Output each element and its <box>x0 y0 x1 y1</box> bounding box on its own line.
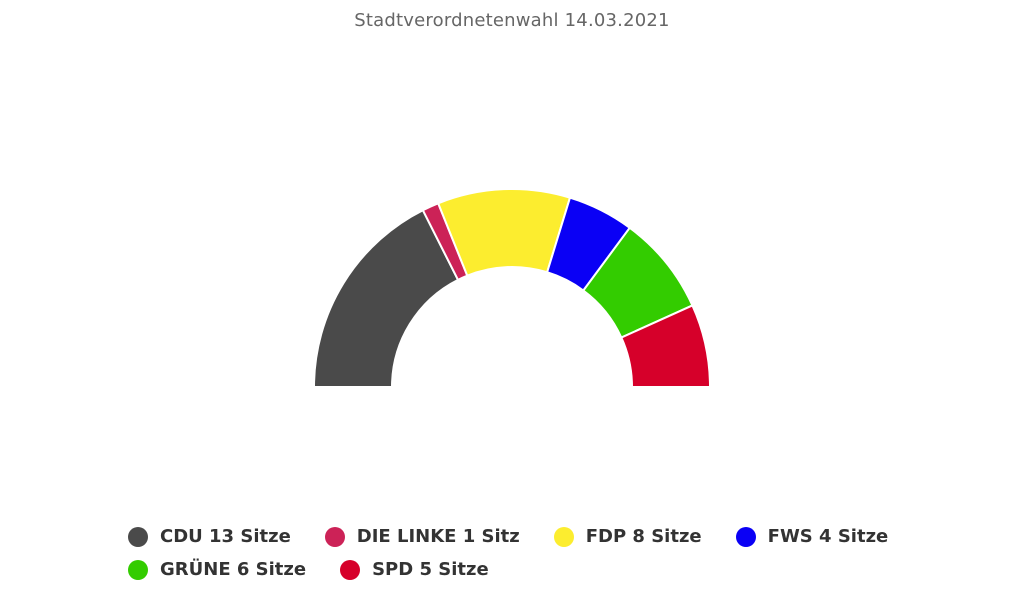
legend-label: CDU 13 Sitze <box>160 526 291 547</box>
legend-label: DIE LINKE 1 Sitz <box>356 526 520 547</box>
legend-item[interactable]: FWS 4 Sitze <box>735 526 889 547</box>
legend-marker <box>340 559 361 580</box>
legend-marker <box>128 559 148 580</box>
legend-item[interactable]: CDU 13 Sitze <box>128 526 291 547</box>
legend-item[interactable]: FDP 8 Sitze <box>553 526 702 547</box>
legend-marker <box>735 526 756 547</box>
legend-label: SPD 5 Sitze <box>372 559 489 580</box>
chart-title: Stadtverordnetenwahl 14.03.2021 <box>354 10 670 31</box>
legend-label: FWS 4 Sitze <box>767 526 889 547</box>
legend-item[interactable]: SPD 5 Sitze <box>340 559 489 580</box>
legend-row: CDU 13 Sitze DIE LINKE 1 Sitz FDP 8 Sitze F… <box>128 526 922 547</box>
legend-item[interactable]: GRÜNE 6 Sitze <box>128 559 306 580</box>
legend-label: GRÜNE 6 Sitze <box>160 559 307 580</box>
legend-item[interactable]: DIE LINKE 1 Sitz <box>324 526 520 547</box>
legend-marker <box>324 526 345 547</box>
legend-marker <box>128 526 148 547</box>
legend-marker <box>553 526 574 547</box>
seat-segment-spd[interactable] <box>620 304 711 388</box>
legend-label: FDP 8 Sitze <box>585 526 702 547</box>
legend-row: GRÜNE 6 Sitze SPD 5 Sitze <box>128 559 523 580</box>
